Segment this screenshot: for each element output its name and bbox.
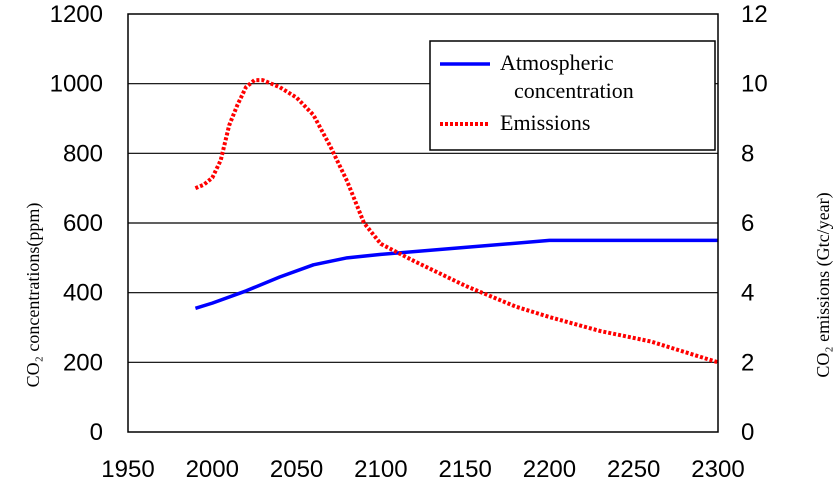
- x-tick-label: 2200: [523, 456, 576, 483]
- y-left-tick-label: 600: [63, 210, 103, 237]
- y-right-tick-label: 0: [741, 419, 754, 446]
- y-right-tick-label: 8: [741, 140, 754, 167]
- legend-label-atmospheric-line2: concentration: [514, 78, 634, 103]
- grid-lines: [128, 83, 718, 363]
- x-tick-label: 2300: [691, 456, 744, 483]
- legend: Atmospheric concentration Emissions: [429, 40, 716, 151]
- y-axis-left-title: CO₂ concentrations(ppm): [23, 203, 44, 388]
- y-right-tick-label: 2: [741, 349, 754, 376]
- x-tick-label: 2150: [438, 456, 491, 483]
- x-tick-label: 2000: [186, 456, 239, 483]
- y-right-tick-label: 4: [741, 280, 754, 307]
- y-right-tick-label: 6: [741, 210, 754, 237]
- y-axis-right-title: CO₂ emissions (Gtc/year): [813, 192, 834, 377]
- x-tick-label: 2100: [354, 456, 407, 483]
- y-left-tick-label: 200: [63, 349, 103, 376]
- tick-labels: 1950 2000 2050 2100 2150 2200 2250 230002004006…: [50, 1, 768, 483]
- y-left-tick-label: 800: [63, 140, 103, 167]
- y-right-tick-label: 12: [741, 1, 768, 28]
- y-left-tick-label: 1200: [50, 1, 103, 28]
- x-tick-label: 2050: [270, 456, 323, 483]
- series-line-emissions: [194, 78, 719, 365]
- plot-frame: [127, 13, 719, 433]
- y-left-tick-label: 400: [63, 280, 103, 307]
- x-tick-label: 1950: [101, 456, 154, 483]
- y-right-tick-label: 10: [741, 71, 768, 98]
- legend-label-emissions: Emissions: [500, 110, 590, 135]
- legend-label-atmospheric-line1: Atmospheric: [500, 50, 614, 75]
- series-lines: [194, 78, 719, 365]
- x-tick-label: 2250: [607, 456, 660, 483]
- y-left-tick-label: 1000: [50, 71, 103, 98]
- y-left-tick-label: 0: [90, 419, 103, 446]
- legend-box: [429, 40, 716, 151]
- series-line-atmospheric: [194, 238, 718, 311]
- legend-label-atmospheric: Atmospheric concentration: [500, 50, 634, 103]
